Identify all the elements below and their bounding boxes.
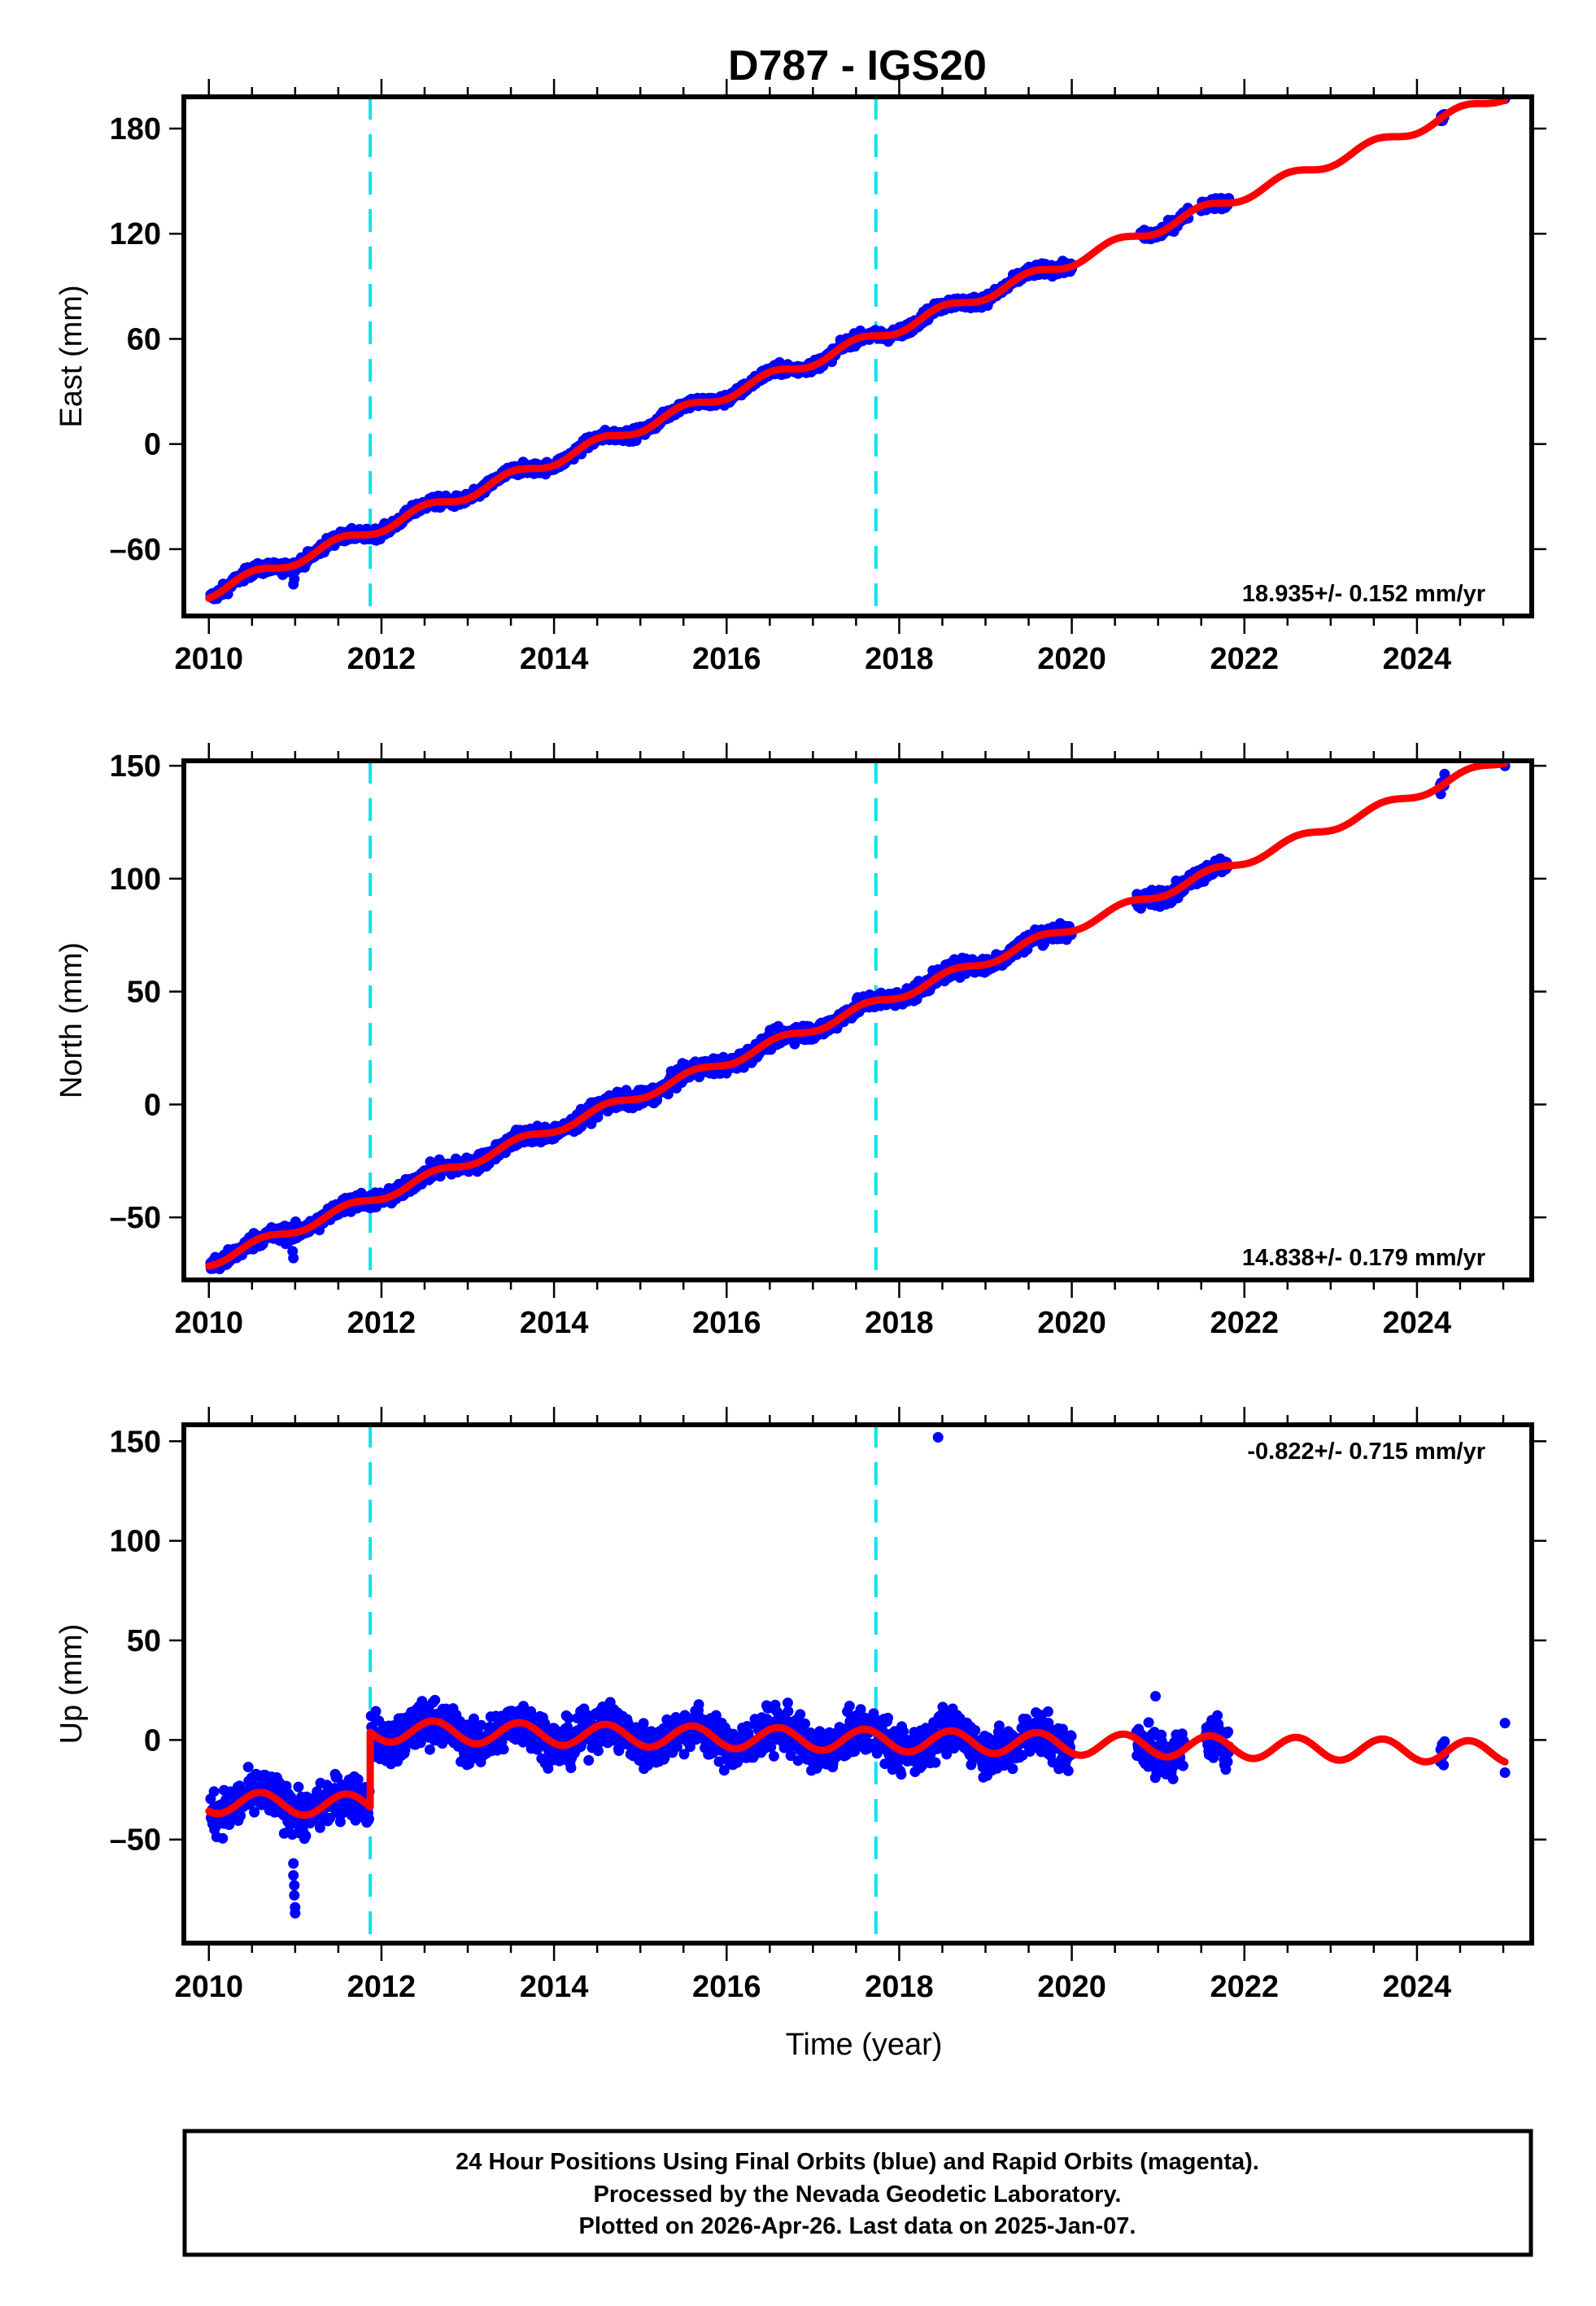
x-tick-label: 2016	[692, 642, 761, 676]
velocity-label: 14.838+/- 0.179 mm/yr	[1242, 1245, 1485, 1271]
velocity-label: 18.935+/- 0.152 mm/yr	[1242, 581, 1485, 607]
plot-area	[205, 97, 1511, 616]
east-panel: 2010 2012 2014 2016 2018 2020 2022 2024 –60 0 60 12…	[55, 79, 1546, 676]
observation-point	[293, 1781, 304, 1793]
x-tick-label: 2020	[1037, 1306, 1106, 1340]
model-curve	[205, 97, 1509, 602]
x-tick-label: 2024	[1383, 1306, 1452, 1340]
x-tick-label: 2018	[865, 1306, 934, 1340]
y-tick-label: 150	[110, 749, 161, 784]
y-tick-label: 0	[144, 428, 161, 462]
observation-outlier	[287, 1246, 299, 1257]
y-tick-label: 50	[127, 976, 161, 1010]
y-tick-label: –50	[110, 1201, 161, 1235]
x-tick-label: 2012	[347, 642, 416, 676]
x-tick-label: 2010	[174, 1306, 243, 1340]
x-tick-label: 2022	[1210, 642, 1279, 676]
x-tick-label: 2024	[1383, 642, 1452, 676]
x-tick-label: 2020	[1037, 642, 1106, 676]
panel-frame	[181, 94, 1534, 618]
y-tick-label: 60	[127, 322, 161, 356]
chart-title: D787 - IGS20	[728, 42, 987, 90]
y-tick-label: 120	[110, 217, 161, 251]
observation-point	[364, 1813, 374, 1824]
x-tick-label: 2010	[174, 642, 243, 676]
observation-point	[300, 1830, 312, 1841]
x-tick-label: 2014	[520, 1306, 589, 1340]
north-panel: 2010 2012 2014 2016 2018 2020 2022 2024 –50 0 50 10…	[55, 743, 1546, 1340]
y-tick-label: 100	[110, 863, 161, 897]
observation-point	[208, 1786, 220, 1797]
x-tick-label: 2012	[347, 1306, 416, 1340]
y-tick-label: 0	[144, 1088, 161, 1122]
y-tick-label: –60	[110, 533, 161, 567]
y-axis-label: East (mm)	[55, 285, 89, 427]
observation-outlier	[289, 574, 300, 585]
x-tick-label: 2014	[520, 642, 589, 676]
observation-point	[217, 1832, 229, 1844]
x-tick-label: 2016	[692, 1306, 761, 1340]
plot-area	[205, 761, 1511, 1280]
x-tick-label: 2018	[865, 642, 934, 676]
y-axis-label: North (mm)	[55, 942, 89, 1098]
y-tick-label: 180	[110, 112, 161, 146]
x-tick-label: 2022	[1210, 1306, 1279, 1340]
